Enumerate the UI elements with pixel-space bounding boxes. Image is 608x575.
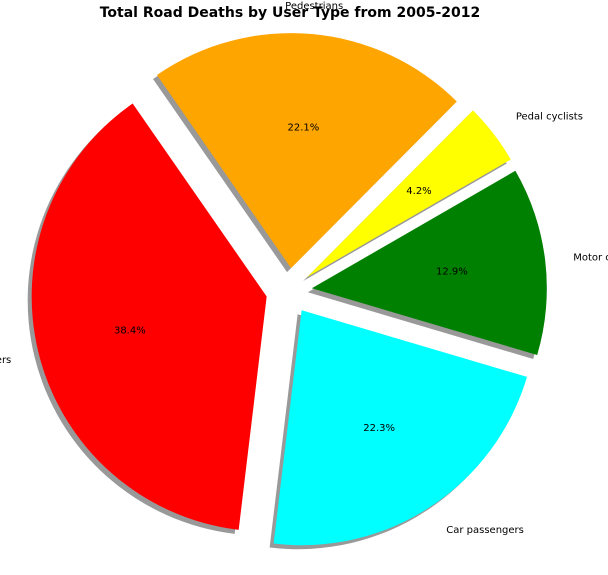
pie-slice-pedestrians [156, 33, 457, 269]
pie-slice-car-drivers [31, 103, 267, 530]
slice-percent-car-drivers: 38.4% [114, 326, 146, 337]
chart-title: Total Road Deaths by User Type from 2005… [99, 5, 481, 21]
slice-labels: Pedal cyclists 4.2% Pedestrians 22.1% Car dr… [0, 1, 608, 536]
slice-percent-pedestrians: 22.1% [288, 123, 320, 134]
slice-label-car-drivers: Car drivers [0, 355, 11, 366]
pie-slice-car-passengers [273, 310, 527, 546]
slice-label-pedestrians: Pedestrians [285, 1, 343, 12]
slice-percent-motor-cyclists: 12.9% [436, 267, 468, 278]
slices [31, 33, 547, 546]
slice-percent-car-passengers: 22.3% [363, 423, 395, 434]
slice-label-pedal-cyclists: Pedal cyclists [516, 112, 583, 123]
slice-label-car-passengers: Car passengers [446, 525, 524, 536]
slice-label-motor-cyclists: Motor cyclists [573, 252, 608, 263]
pie-slice-pedal-cyclists [307, 110, 511, 277]
slice-percent-pedal-cyclists: 4.2% [406, 186, 431, 197]
pie-slice-motor-cyclists [311, 170, 547, 355]
